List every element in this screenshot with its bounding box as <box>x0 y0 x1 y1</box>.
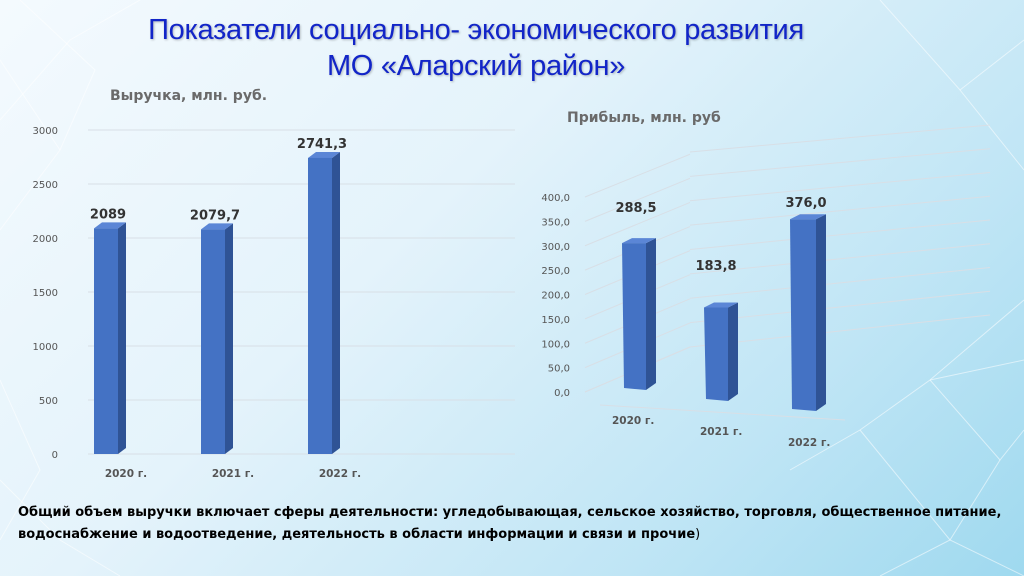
bar-top <box>201 223 233 230</box>
footnote-text: Общий объем выручки включает сферы деяте… <box>18 505 1002 542</box>
bar-top <box>790 214 826 220</box>
y-tick-label: 350,0 <box>541 217 570 228</box>
y-tick-label: 500 <box>39 396 58 407</box>
bar <box>704 307 728 401</box>
y-tick-label: 0 <box>52 450 58 461</box>
y-tick-label: 1500 <box>33 288 58 299</box>
y-tick-label: 300,0 <box>541 242 570 253</box>
y-tick-label: 400,0 <box>541 193 570 204</box>
y-tick-label: 0,0 <box>554 388 570 399</box>
bar-side <box>225 223 233 454</box>
y-tick-label: 200,0 <box>541 291 570 302</box>
data-label: 288,5 <box>615 201 656 216</box>
bar-side <box>728 302 738 401</box>
revenue-chart-title: Выручка, млн. руб. <box>110 88 268 104</box>
gridline <box>584 177 691 222</box>
bar-side <box>646 238 656 390</box>
gridline <box>689 195 991 226</box>
gridline <box>584 153 691 198</box>
bar-top <box>622 238 656 244</box>
bar <box>94 228 118 454</box>
y-tick-label: 1000 <box>33 342 58 353</box>
x-tick-label: 2021 г. <box>700 426 742 438</box>
bar-side <box>118 222 126 454</box>
floor-line <box>599 404 846 421</box>
data-label: 183,8 <box>695 259 736 274</box>
gridline <box>689 219 991 250</box>
bar-side <box>816 214 826 411</box>
bar-top <box>704 302 738 308</box>
profit-chart-title: Прибыль, млн. руб <box>567 110 721 126</box>
gridline <box>689 314 991 348</box>
data-label: 376,0 <box>785 196 826 211</box>
page-title-line1: Показатели социально- экономического раз… <box>148 14 804 46</box>
gridline <box>689 290 991 324</box>
gridline <box>689 172 991 202</box>
bar-top <box>94 222 126 229</box>
bar-top <box>308 151 340 158</box>
x-tick-label: 2021 г. <box>212 468 254 480</box>
gridline <box>689 243 991 275</box>
bar-side <box>332 151 340 454</box>
y-tick-label: 100,0 <box>541 339 570 350</box>
footnote-paren: ) <box>695 527 701 542</box>
footnote: Общий объем выручки включает сферы деяте… <box>18 502 1008 546</box>
data-label: 2079,7 <box>190 208 240 223</box>
y-tick-label: 2000 <box>33 234 58 245</box>
data-label: 2741,3 <box>297 137 347 152</box>
y-tick-label: 250,0 <box>541 266 570 277</box>
x-tick-label: 2020 г. <box>105 468 147 480</box>
bar <box>201 229 225 454</box>
gridline <box>689 267 991 299</box>
bar <box>790 219 816 411</box>
data-label: 2089 <box>90 207 126 222</box>
y-tick-label: 2500 <box>33 180 58 191</box>
y-tick-label: 50,0 <box>548 364 570 375</box>
y-tick-label: 3000 <box>33 126 58 137</box>
gridline <box>584 201 691 247</box>
y-tick-label: 150,0 <box>541 315 570 326</box>
page-title-line2: МО «Аларский район» <box>326 50 626 82</box>
bar <box>622 243 646 390</box>
gridline <box>689 124 991 153</box>
bar <box>308 157 332 454</box>
x-tick-label: 2022 г. <box>319 468 361 480</box>
x-tick-label: 2022 г. <box>788 437 830 449</box>
gridline <box>689 148 991 177</box>
x-tick-label: 2020 г. <box>612 415 654 427</box>
